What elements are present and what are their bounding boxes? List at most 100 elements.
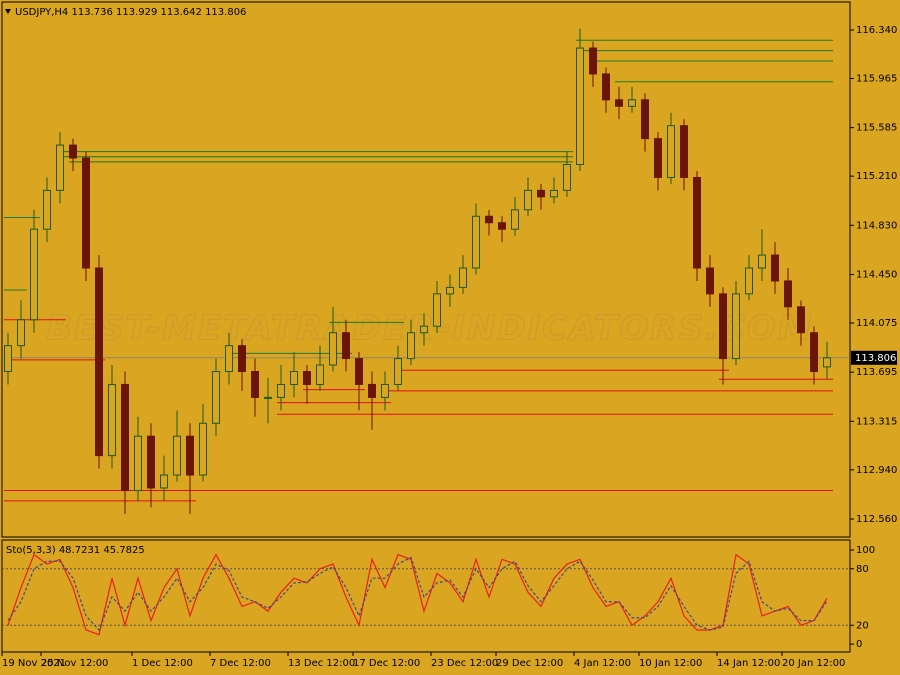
menu-arrow[interactable] xyxy=(5,9,11,14)
x-tick-label: 7 Dec 12:00 xyxy=(210,658,271,669)
candle-body xyxy=(719,293,727,360)
candle-body xyxy=(394,358,402,385)
candle-body xyxy=(784,280,792,308)
y-tick-label: 0 xyxy=(856,639,862,650)
candle-body xyxy=(69,144,77,159)
candle-body xyxy=(355,358,363,385)
last-price-label: 113.806 xyxy=(855,353,896,364)
candle-body xyxy=(524,189,532,211)
candle-body xyxy=(758,254,766,269)
stochastic-panel xyxy=(1,539,851,653)
watermark: BEST-METATRADER-INDICATORS.COM xyxy=(46,309,813,349)
y-tick-label: 115.210 xyxy=(856,171,897,182)
candle-body xyxy=(810,332,818,373)
candle-body xyxy=(160,474,168,489)
x-tick-label: 1 Dec 12:00 xyxy=(132,658,193,669)
candle-body xyxy=(537,189,545,198)
x-tick-label: 20 Jan 12:00 xyxy=(782,658,845,669)
candle-body xyxy=(43,189,51,230)
last-price-box xyxy=(851,350,897,365)
y-tick-label: 113.695 xyxy=(856,367,897,378)
candle-body xyxy=(433,293,441,327)
candle-body xyxy=(823,357,831,368)
candle-body xyxy=(17,319,25,347)
candle-body xyxy=(277,383,285,398)
x-tick-label: 17 Dec 12:00 xyxy=(353,658,420,669)
candle-body xyxy=(576,47,584,166)
y-tick-label: 114.450 xyxy=(856,269,897,280)
candle-body xyxy=(95,267,103,457)
candle-body xyxy=(329,332,337,366)
candle-body xyxy=(498,222,506,230)
candle-body xyxy=(108,383,116,457)
y-tick-label: 113.315 xyxy=(856,416,897,427)
x-tick-label: 25 Nov 12:00 xyxy=(41,658,108,669)
candle-body xyxy=(511,209,519,230)
y-tick-label: 112.560 xyxy=(856,514,897,525)
candle-body xyxy=(212,371,220,424)
x-tick-label: 10 Jan 12:00 xyxy=(639,658,702,669)
candle-body xyxy=(550,189,558,198)
candle-body xyxy=(199,422,207,476)
candle-body xyxy=(563,164,571,191)
candle-body xyxy=(251,371,259,398)
candle-body xyxy=(589,47,597,75)
candle-body xyxy=(459,267,467,288)
candle-body xyxy=(667,125,675,178)
candle-body xyxy=(420,325,428,334)
y-tick-label: 114.830 xyxy=(856,220,897,231)
candle-body xyxy=(745,267,753,295)
candle-body xyxy=(4,345,12,373)
main-panel xyxy=(1,1,851,538)
candle-body xyxy=(238,345,246,373)
candle-body xyxy=(303,371,311,385)
candle-body xyxy=(446,286,454,295)
candle-body xyxy=(316,364,324,385)
x-tick-label: 19 Nov 2021 xyxy=(2,658,66,669)
y-tick-label: 115.585 xyxy=(856,123,897,134)
candle-body xyxy=(368,383,376,398)
candle-body xyxy=(641,99,649,140)
candle-body xyxy=(121,383,129,492)
candle-body xyxy=(342,332,350,360)
candle-body xyxy=(602,73,610,101)
candle-body xyxy=(147,435,155,489)
x-tick-label: 29 Dec 12:00 xyxy=(496,658,563,669)
candle-body xyxy=(407,332,415,360)
candle-body xyxy=(654,138,662,178)
y-tick-label: 114.075 xyxy=(856,318,897,329)
stochastic-line xyxy=(7,553,828,636)
y-tick-label: 100 xyxy=(856,545,875,556)
candle-body xyxy=(706,267,714,295)
candle-body xyxy=(56,144,64,191)
candle-body xyxy=(797,306,805,334)
candle-body xyxy=(680,125,688,178)
y-tick-label: 116.340 xyxy=(856,25,897,36)
candle-body xyxy=(732,293,740,360)
y-tick-label: 115.965 xyxy=(856,73,897,84)
indicator-header: Sto(5,3,3) 48.7231 45.7825 xyxy=(6,545,145,556)
candle-body xyxy=(30,228,38,321)
y-tick-label: 20 xyxy=(856,620,869,631)
stochastic-line xyxy=(7,556,828,632)
candle-body xyxy=(264,396,272,399)
candle-body xyxy=(615,99,623,107)
candle-body xyxy=(485,215,493,224)
candle-body xyxy=(693,176,701,269)
candle-body xyxy=(82,157,90,269)
y-tick-label: 112.940 xyxy=(856,465,897,476)
symbol-header: USDJPY,H4 113.736 113.929 113.642 113.80… xyxy=(15,7,246,18)
candle-body xyxy=(173,435,181,476)
y-tick-label: 80 xyxy=(856,564,869,575)
x-tick-label: 23 Dec 12:00 xyxy=(431,658,498,669)
candle-body xyxy=(472,215,480,269)
candle-body xyxy=(186,435,194,476)
candle-body xyxy=(225,345,233,373)
x-tick-label: 13 Dec 12:00 xyxy=(288,658,355,669)
x-tick-label: 14 Jan 12:00 xyxy=(717,658,780,669)
candle-body xyxy=(628,99,636,107)
candle-body xyxy=(771,254,779,282)
